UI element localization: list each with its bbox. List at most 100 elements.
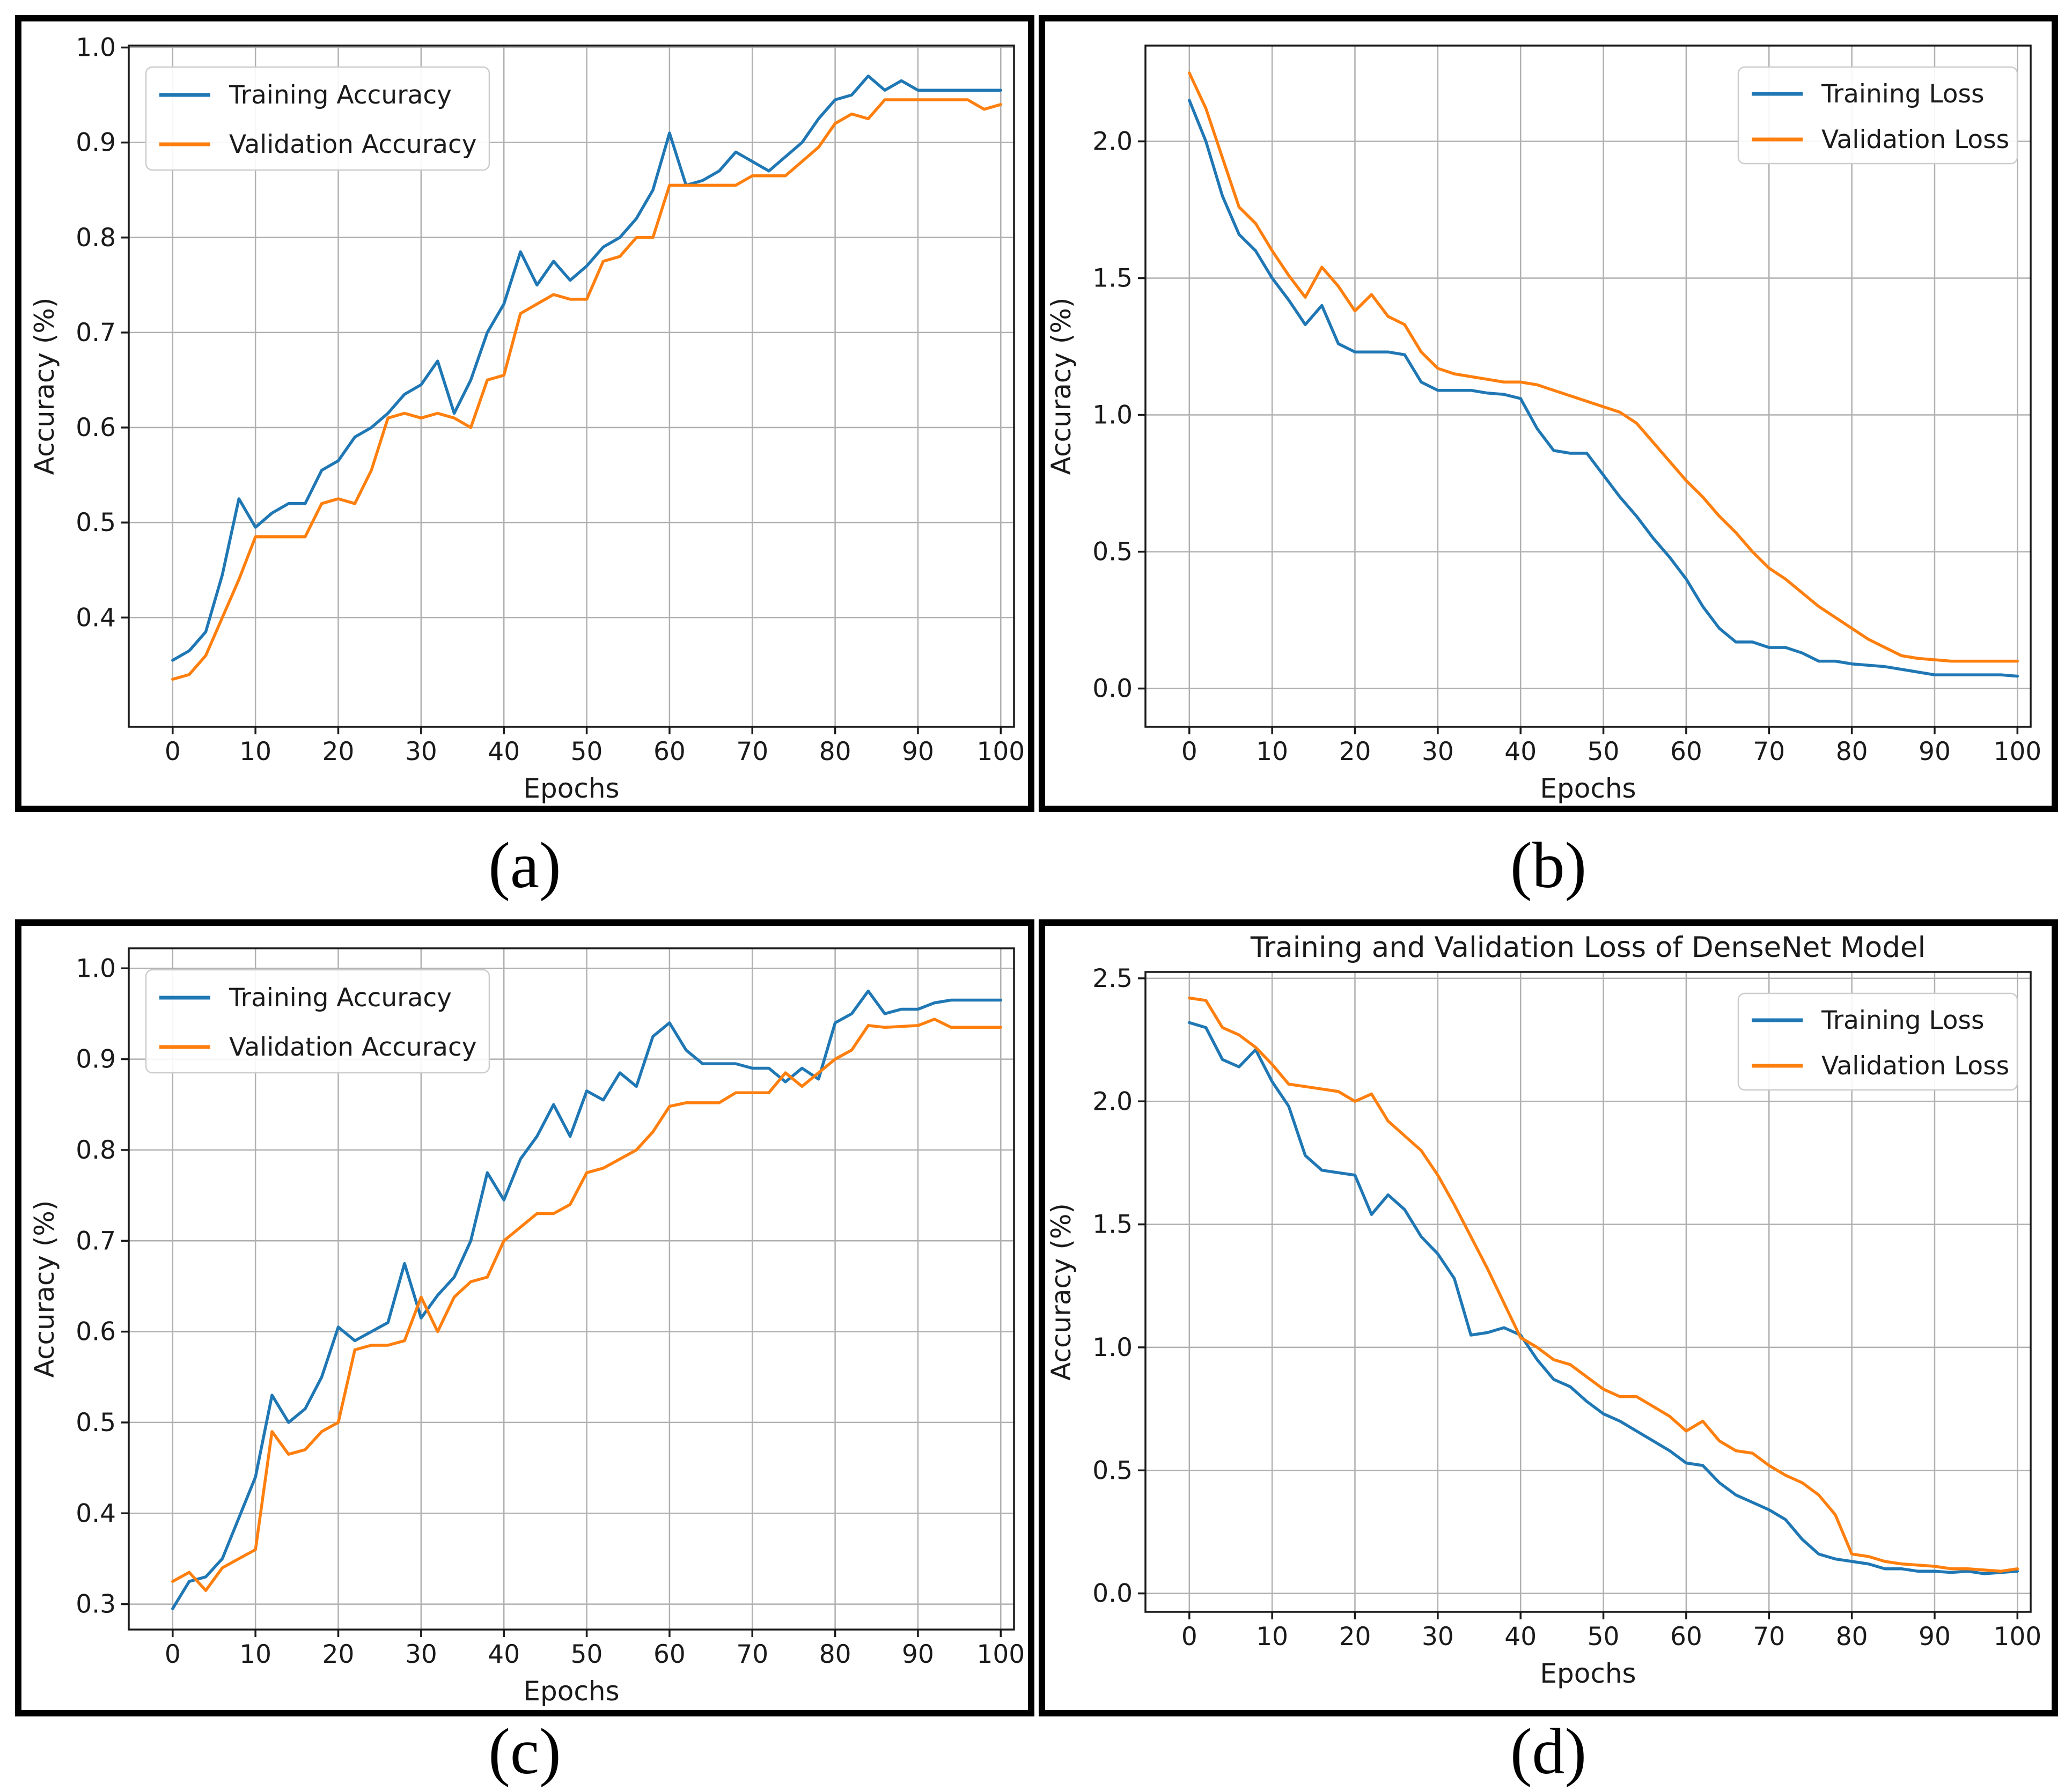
legend-label: Training Accuracy <box>229 80 452 110</box>
x-tick-label: 0 <box>1181 1622 1197 1652</box>
chart-d-loss-plot: 0 10 20 30 40 50 60 70 80 90 100 0.0 0.5 1.0 1.5 2.0 2.5… <box>1046 931 2041 1689</box>
axis-ticks: 0 10 20 30 40 50 60 70 80 90 100 0.0 0.5 1.0 1.5 2.0 2.5 <box>1092 964 2041 1652</box>
legend-label: Training Loss <box>1821 79 1984 109</box>
x-tick-label: 100 <box>976 737 1025 766</box>
chart-b-loss-plot: 0 10 20 30 40 50 60 70 80 90 100 0.0 0.5 1.0 1.5 2.0 Epo… <box>1046 45 2041 804</box>
series-validation-line <box>1188 996 2019 1573</box>
series-validation-line <box>1188 71 2019 663</box>
plot-spines <box>128 947 1015 1631</box>
x-axis-label: Epochs <box>1540 773 1636 804</box>
x-tick-label: 50 <box>571 1640 603 1669</box>
x-tick-label: 70 <box>736 737 768 766</box>
y-tick-label: 1.5 <box>1092 1210 1133 1240</box>
y-axis-label: Accuracy (%) <box>29 1200 60 1378</box>
x-tick-label: 80 <box>1836 737 1868 766</box>
series-training-line <box>1188 1021 2019 1575</box>
x-tick-label: 40 <box>1504 1622 1537 1652</box>
x-tick-label: 20 <box>322 737 355 766</box>
legend-label: Validation Accuracy <box>229 1033 477 1062</box>
y-tick-label: 2.5 <box>1092 964 1133 993</box>
y-tick-label: 0.6 <box>76 413 116 443</box>
y-tick-label: 0.5 <box>1092 537 1133 567</box>
axis-ticks: 0 10 20 30 40 50 60 70 80 90 100 0.4 0.5 0.6 0.7 0.8 0.9… <box>76 33 1025 766</box>
y-tick-label: 0.0 <box>1092 674 1133 704</box>
grid-lines <box>1145 972 2031 1612</box>
plot-spines <box>1144 45 2032 728</box>
x-tick-label: 60 <box>653 737 686 766</box>
y-tick-label: 0.3 <box>76 1590 116 1619</box>
x-tick-label: 100 <box>1993 737 2041 766</box>
plot-spines <box>128 45 1015 728</box>
x-tick-label: 40 <box>488 737 520 766</box>
x-tick-label: 60 <box>653 1640 686 1669</box>
axis-ticks: 0 10 20 30 40 50 60 70 80 90 100 0.3 0.4 0.5 0.6 0.7 0.8… <box>76 954 1025 1669</box>
x-tick-label: 30 <box>1422 1622 1454 1652</box>
y-tick-label: 0.6 <box>76 1317 116 1347</box>
chart-title: Training and Validation Loss of DenseNet… <box>1250 931 1926 964</box>
legend-label: Training Accuracy <box>229 983 452 1013</box>
series-training-line <box>1188 99 2019 678</box>
x-tick-label: 90 <box>1919 737 1951 766</box>
x-tick-label: 20 <box>1339 737 1371 766</box>
y-axis-label: Accuracy (%) <box>29 298 60 475</box>
panel-accuracy-densenet: 0 10 20 30 40 50 60 70 80 90 100 0.3 0.4 0.5 0.6 0.7 0.8… <box>15 919 1034 1716</box>
y-tick-label: 2.0 <box>1092 1087 1133 1116</box>
series-training-line <box>171 74 1003 662</box>
chart-c-accuracy-plot: 0 10 20 30 40 50 60 70 80 90 100 0.3 0.4 0.5 0.6 0.7 0.8… <box>29 947 1025 1707</box>
y-axis-label: Accuracy (%) <box>1046 298 1077 475</box>
x-tick-label: 50 <box>1588 1622 1620 1652</box>
x-tick-label: 70 <box>1753 737 1785 766</box>
x-tick-label: 0 <box>1181 737 1197 766</box>
y-tick-label: 0.8 <box>76 1136 116 1165</box>
y-tick-label: 0.0 <box>1092 1579 1133 1609</box>
y-tick-label: 1.5 <box>1092 264 1133 293</box>
x-axis-label: Epochs <box>523 1676 619 1707</box>
legend-label: Validation Accuracy <box>229 130 477 159</box>
x-tick-label: 40 <box>1504 737 1537 766</box>
x-tick-label: 90 <box>902 1640 934 1669</box>
x-tick-label: 80 <box>819 737 851 766</box>
legend-label: Training Loss <box>1821 1006 1984 1035</box>
x-tick-label: 30 <box>405 737 437 766</box>
legend-label: Validation Loss <box>1821 1051 2009 1081</box>
y-tick-label: 0.4 <box>76 603 116 632</box>
y-tick-label: 0.5 <box>1092 1456 1133 1485</box>
legend: Training Accuracy Validation Accuracy <box>145 969 490 1074</box>
x-axis-label: Epochs <box>1540 1658 1636 1689</box>
x-tick-label: 20 <box>322 1640 355 1669</box>
y-tick-label: 0.4 <box>76 1499 116 1528</box>
x-tick-label: 60 <box>1670 737 1702 766</box>
caption-d: (d) <box>1510 1715 1587 1788</box>
x-tick-label: 70 <box>736 1640 768 1669</box>
x-tick-label: 0 <box>165 737 181 766</box>
y-tick-label: 0.7 <box>76 318 116 348</box>
caption-b: (b) <box>1510 829 1587 902</box>
series-validation-line <box>171 1018 1003 1592</box>
x-tick-label: 80 <box>1836 1622 1868 1652</box>
x-tick-label: 70 <box>1753 1622 1785 1652</box>
x-tick-label: 80 <box>819 1640 851 1669</box>
legend: Training Loss Validation Loss <box>1737 992 2018 1091</box>
x-tick-label: 50 <box>1588 737 1620 766</box>
x-tick-label: 30 <box>405 1640 437 1669</box>
x-tick-label: 50 <box>571 737 603 766</box>
legend: Training Accuracy Validation Accuracy <box>145 66 490 171</box>
panel-loss-densenet: 0 10 20 30 40 50 60 70 80 90 100 0.0 0.5 1.0 1.5 2.0 2.5… <box>1039 919 2058 1716</box>
x-axis-label: Epochs <box>523 773 619 804</box>
y-tick-label: 0.5 <box>76 1408 116 1438</box>
x-tick-label: 10 <box>1256 1622 1288 1652</box>
panel-accuracy-model1: 0 10 20 30 40 50 60 70 80 90 100 0.4 0.5 0.6 0.7 0.8 0.9… <box>15 15 1034 812</box>
y-tick-label: 1.0 <box>1092 1333 1133 1362</box>
x-tick-label: 10 <box>1256 737 1288 766</box>
x-tick-label: 10 <box>239 737 271 766</box>
x-tick-label: 100 <box>976 1640 1025 1669</box>
y-tick-label: 0.5 <box>76 508 116 537</box>
x-tick-label: 40 <box>488 1640 520 1669</box>
y-axis-label: Accuracy (%) <box>1046 1203 1077 1381</box>
x-tick-label: 90 <box>1919 1622 1951 1652</box>
y-tick-label: 0.8 <box>76 223 116 253</box>
caption-a: (a) <box>488 829 561 902</box>
y-tick-label: 1.0 <box>76 33 116 63</box>
series-validation-line <box>171 98 1003 681</box>
y-tick-label: 0.9 <box>76 128 116 158</box>
